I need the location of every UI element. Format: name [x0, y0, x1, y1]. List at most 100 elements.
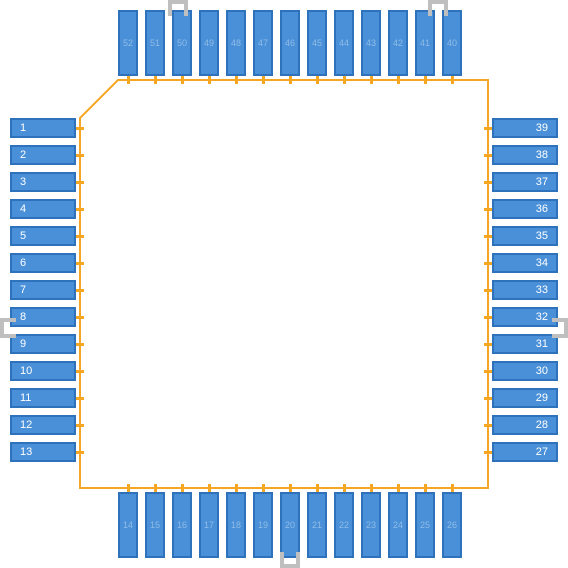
pin-number-label: 41	[420, 38, 430, 48]
pin-pad-12: 12	[10, 415, 76, 435]
pin-number-label: 26	[447, 520, 457, 530]
pin-pad-49: 49	[199, 10, 219, 76]
pin-pad-27: 27	[492, 442, 558, 462]
pin-pad-18: 18	[226, 492, 246, 558]
fiducial-bracket-1	[428, 0, 448, 16]
pin-pad-9: 9	[10, 334, 76, 354]
pin-number-label: 46	[285, 38, 295, 48]
pin-number-label: 27	[536, 446, 556, 458]
pin-pad-11: 11	[10, 388, 76, 408]
pin-number-label: 28	[536, 419, 556, 431]
pin-number-label: 15	[150, 520, 160, 530]
pin-number-label: 6	[12, 257, 26, 269]
pin-pad-38: 38	[492, 145, 558, 165]
pin-pad-8: 8	[10, 307, 76, 327]
pin-number-label: 48	[231, 38, 241, 48]
pin-number-label: 3	[12, 176, 26, 188]
pin-pad-44: 44	[334, 10, 354, 76]
pin-number-label: 4	[12, 203, 26, 215]
pin-number-label: 17	[204, 520, 214, 530]
pin-number-label: 9	[12, 338, 26, 350]
pin-pad-36: 36	[492, 199, 558, 219]
pin-number-label: 10	[12, 365, 32, 377]
pin-pad-14: 14	[118, 492, 138, 558]
pin-number-label: 29	[536, 392, 556, 404]
pin-pad-32: 32	[492, 307, 558, 327]
pin-number-label: 20	[285, 520, 295, 530]
pin-pad-23: 23	[361, 492, 381, 558]
pin-number-label: 21	[312, 520, 322, 530]
qfp-footprint-stage: 1234567891011121314151617181920212223242…	[0, 0, 568, 568]
pin-pad-1: 1	[10, 118, 76, 138]
pin-pad-24: 24	[388, 492, 408, 558]
fiducial-bracket-4	[552, 318, 568, 338]
pin-pad-47: 47	[253, 10, 273, 76]
pin-number-label: 31	[536, 338, 556, 350]
pin-pad-34: 34	[492, 253, 558, 273]
fiducial-bracket-2	[280, 552, 300, 568]
pin-pad-15: 15	[145, 492, 165, 558]
pin-pad-2: 2	[10, 145, 76, 165]
pin-pad-31: 31	[492, 334, 558, 354]
pin-number-label: 19	[258, 520, 268, 530]
pin-pad-39: 39	[492, 118, 558, 138]
pin-pad-28: 28	[492, 415, 558, 435]
pin-pad-10: 10	[10, 361, 76, 381]
pin-pad-25: 25	[415, 492, 435, 558]
pin-pad-26: 26	[442, 492, 462, 558]
pin-pad-48: 48	[226, 10, 246, 76]
pin-pad-13: 13	[10, 442, 76, 462]
pin-number-label: 38	[536, 149, 556, 161]
pin-number-label: 12	[12, 419, 32, 431]
pin-pad-17: 17	[199, 492, 219, 558]
pin-pad-22: 22	[334, 492, 354, 558]
pin-pad-43: 43	[361, 10, 381, 76]
fiducial-bracket-0	[168, 0, 188, 16]
package-body-outline	[0, 0, 568, 568]
pin-number-label: 25	[420, 520, 430, 530]
pin-number-label: 14	[123, 520, 133, 530]
pin-number-label: 33	[536, 284, 556, 296]
pin-pad-41: 41	[415, 10, 435, 76]
pin-number-label: 50	[177, 38, 187, 48]
pin-number-label: 45	[312, 38, 322, 48]
pin-number-label: 7	[12, 284, 26, 296]
pin-pad-5: 5	[10, 226, 76, 246]
pin-pad-45: 45	[307, 10, 327, 76]
pin-number-label: 30	[536, 365, 556, 377]
pin-number-label: 37	[536, 176, 556, 188]
pin-pad-21: 21	[307, 492, 327, 558]
pin-number-label: 5	[12, 230, 26, 242]
pin-pad-42: 42	[388, 10, 408, 76]
pin-number-label: 11	[12, 392, 31, 404]
pin-number-label: 2	[12, 149, 26, 161]
pin-number-label: 47	[258, 38, 268, 48]
pin-number-label: 22	[339, 520, 349, 530]
pin-number-label: 34	[536, 257, 556, 269]
pin-number-label: 1	[12, 122, 26, 134]
pin-pad-7: 7	[10, 280, 76, 300]
pin-pad-29: 29	[492, 388, 558, 408]
pin-pad-35: 35	[492, 226, 558, 246]
pin-number-label: 44	[339, 38, 349, 48]
pin-number-label: 35	[536, 230, 556, 242]
pin-pad-20: 20	[280, 492, 300, 558]
pin-number-label: 16	[177, 520, 187, 530]
pin-pad-51: 51	[145, 10, 165, 76]
pin-pad-6: 6	[10, 253, 76, 273]
pin-number-label: 24	[393, 520, 403, 530]
pin-pad-46: 46	[280, 10, 300, 76]
pin-pad-4: 4	[10, 199, 76, 219]
pin-number-label: 40	[447, 38, 457, 48]
pin-number-label: 49	[204, 38, 214, 48]
pin-number-label: 39	[536, 122, 556, 134]
pin-pad-30: 30	[492, 361, 558, 381]
pin-number-label: 51	[150, 38, 160, 48]
pin-pad-50: 50	[172, 10, 192, 76]
pin-pad-33: 33	[492, 280, 558, 300]
pin-pad-40: 40	[442, 10, 462, 76]
pin-number-label: 13	[12, 446, 32, 458]
fiducial-bracket-3	[0, 318, 16, 338]
pin-number-label: 42	[393, 38, 403, 48]
pin-number-label: 52	[123, 38, 133, 48]
